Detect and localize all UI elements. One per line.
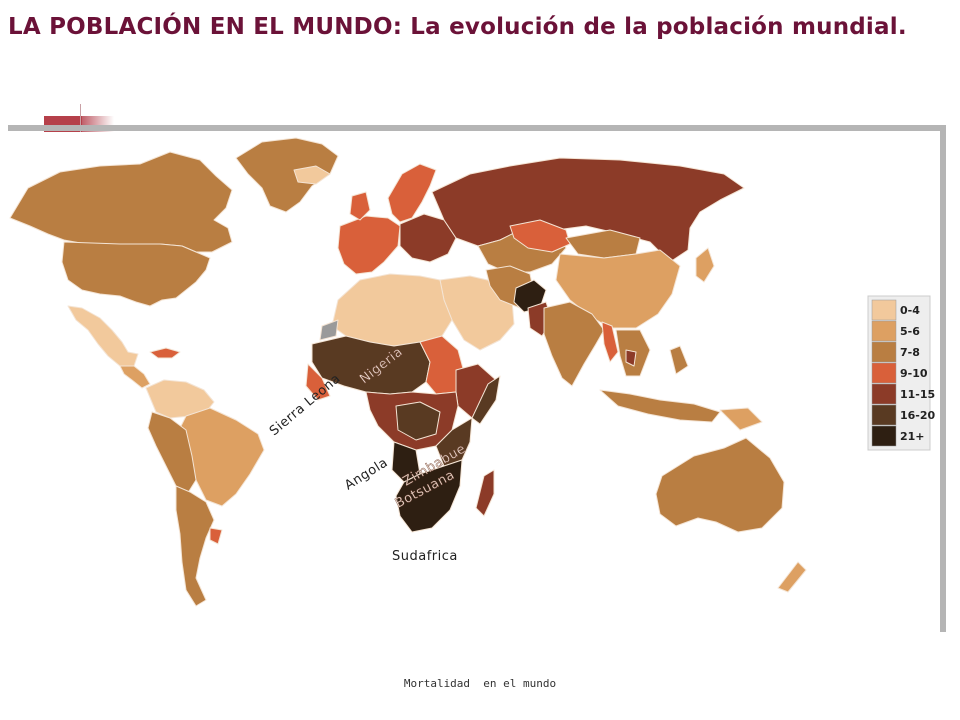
legend-label-2: 7-8 (900, 346, 920, 359)
region-caribbean (149, 347, 181, 359)
legend-swatch-5 (871, 404, 897, 426)
legend-swatch-3 (871, 362, 897, 384)
region-western-europe (337, 215, 401, 275)
label-sierra-leona: Sierra Leona (267, 371, 344, 439)
label-sudafrica: Sudafrica (392, 549, 458, 564)
region-usa (61, 241, 211, 307)
region-south-america-north (145, 379, 215, 419)
region-central-america (119, 365, 151, 389)
region-dr-congo (395, 401, 441, 441)
frame-right-border (940, 125, 946, 632)
map-caption: Mortalidad en el mundo (403, 677, 557, 690)
legend-swatch-6 (871, 425, 897, 447)
legend-swatch-0 (871, 299, 897, 321)
region-west-africa-coast (305, 363, 331, 401)
region-uk (349, 191, 371, 221)
world-mortality-map: Sierra Leona Nigeria Angola Zimbabue Bot… (9, 137, 936, 607)
region-eastern-europe (399, 213, 457, 263)
region-cambodia (625, 349, 637, 367)
region-north-africa (331, 273, 453, 347)
legend-swatch-4 (871, 383, 897, 405)
region-somalia (471, 375, 501, 425)
legend-label-5: 16-20 (900, 409, 936, 422)
region-mexico (67, 305, 139, 367)
region-kazakhstan (509, 219, 571, 253)
legend-swatch-1 (871, 320, 897, 342)
region-uruguay (209, 527, 223, 545)
map-legend: 0-4 5-6 7-8 9-10 11-15 16-20 21+ (867, 295, 936, 451)
label-angola: Angola (342, 455, 391, 493)
region-indonesia (599, 389, 721, 423)
page-title: LA POBLACIÓN EN EL MUNDO: La evolución d… (8, 14, 907, 40)
region-canada (9, 151, 233, 253)
region-scandinavia (387, 163, 437, 223)
region-japan (695, 247, 715, 283)
legend-label-4: 11-15 (900, 388, 935, 401)
legend-label-3: 9-10 (900, 367, 928, 380)
frame-top-border (8, 125, 946, 131)
region-australia (655, 437, 785, 533)
region-greenland (235, 137, 339, 213)
region-papua (719, 407, 763, 431)
legend-label-1: 5-6 (900, 325, 920, 338)
region-china (555, 249, 681, 329)
region-philippines (669, 345, 689, 375)
region-southern-cone (175, 485, 215, 607)
region-sahel (311, 335, 431, 395)
region-india (543, 301, 605, 387)
region-western-sahara (319, 319, 339, 341)
legend-swatch-2 (871, 341, 897, 363)
region-new-zealand (777, 561, 807, 593)
region-madagascar (475, 469, 495, 517)
region-iceland (293, 165, 331, 185)
legend-label-0: 0-4 (900, 304, 920, 317)
legend-label-6: 21+ (900, 430, 925, 443)
region-southern-africa (395, 459, 463, 533)
region-myanmar (601, 321, 619, 363)
